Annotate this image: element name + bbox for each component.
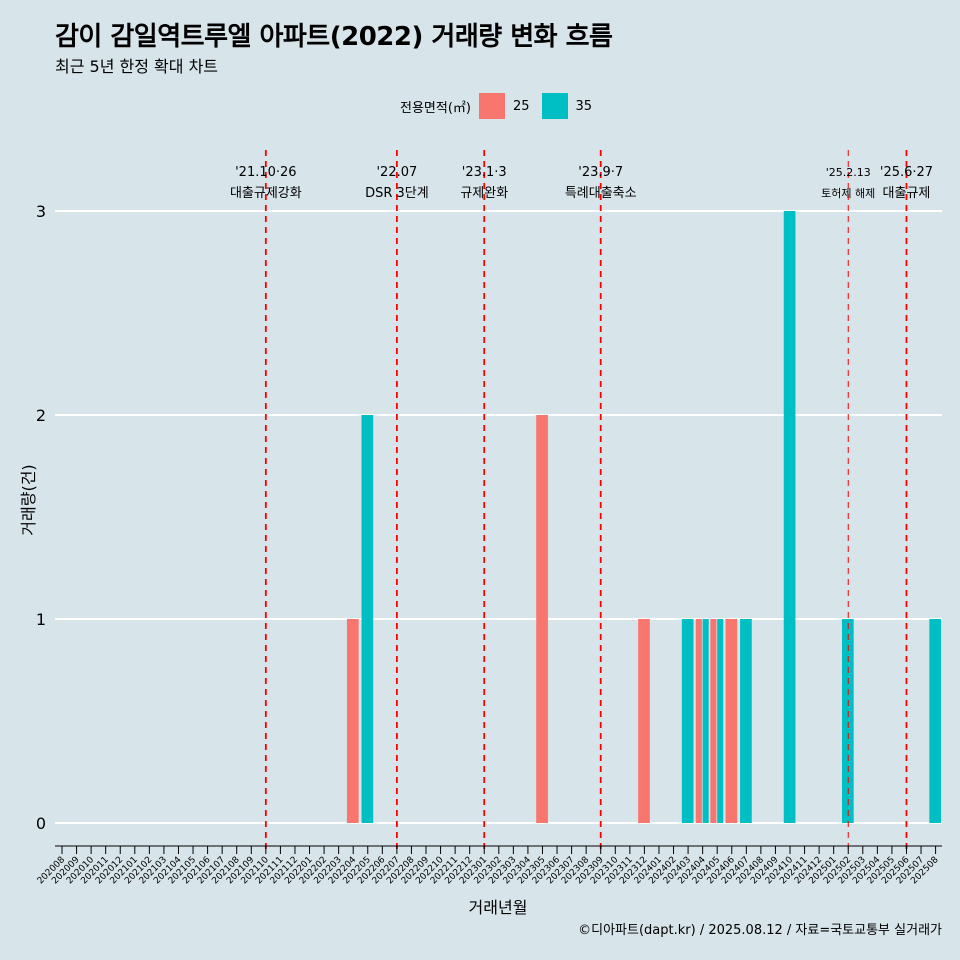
bar-25-202204 <box>346 619 359 823</box>
legend-label-25: 25 <box>512 98 530 114</box>
legend-label-35: 35 <box>575 98 593 114</box>
bar-35-202405 <box>717 619 724 823</box>
legend-item-35: 35 <box>541 93 593 119</box>
event-name-label: 규제완화 <box>460 186 508 201</box>
bar-25-202406 <box>725 619 738 823</box>
event-name-label: 특례대출축소 <box>565 186 637 201</box>
bar-25-202405 <box>710 619 717 823</box>
bar-35-202205 <box>361 415 374 823</box>
y-tick-label: 2 <box>36 406 46 425</box>
event-name-label: 대출규제강화 <box>230 186 302 201</box>
event-date-label: '22.07 <box>376 165 417 180</box>
legend-title: 전용면적(㎡) <box>400 100 471 116</box>
bar-35-202403 <box>681 619 694 823</box>
event-name-label: 대출규제 <box>883 186 931 201</box>
event-date-label: '21.10·26 <box>235 165 296 180</box>
bar-25-202305 <box>536 415 548 823</box>
event-date-label: '25.2.13 <box>826 166 871 179</box>
bar-35-202502 <box>841 619 854 823</box>
event-date-label: '23.1·3 <box>462 165 507 180</box>
bar-35-202407 <box>740 619 752 823</box>
y-axis-title: 거래량(건) <box>19 464 38 535</box>
chart-title: 감이 감일역트루엘 아파트(2022) 거래량 변화 흐름 <box>55 22 613 52</box>
y-tick-label: 1 <box>36 610 46 629</box>
bar-25-202312 <box>638 619 650 823</box>
chart-subtitle: 최근 5년 한정 확대 차트 <box>55 57 219 76</box>
event-name-label: DSR 3단계 <box>365 186 429 201</box>
y-tick-label: 0 <box>36 814 46 833</box>
bar-35-202410 <box>783 211 796 823</box>
bar-25-202404 <box>695 619 702 823</box>
source-caption: ©디아파트(dapt.kr) / 2025.08.12 / 자료=국토교통부 실… <box>578 923 942 938</box>
legend-swatch-35 <box>541 93 568 119</box>
bar-35-202404 <box>702 619 709 823</box>
x-axis-title: 거래년월 <box>469 898 528 917</box>
event-date-label: '25.6·27 <box>880 165 933 180</box>
legend: 전용면적(㎡) 25 35 <box>400 93 604 119</box>
event-name-label: 토허제 해제 <box>821 186 875 200</box>
bar-35-202508 <box>929 619 942 823</box>
legend-swatch-25 <box>478 93 505 119</box>
event-date-label: '23.9·7 <box>578 165 623 180</box>
legend-item-25: 25 <box>478 93 530 119</box>
y-tick-label: 3 <box>36 202 46 221</box>
